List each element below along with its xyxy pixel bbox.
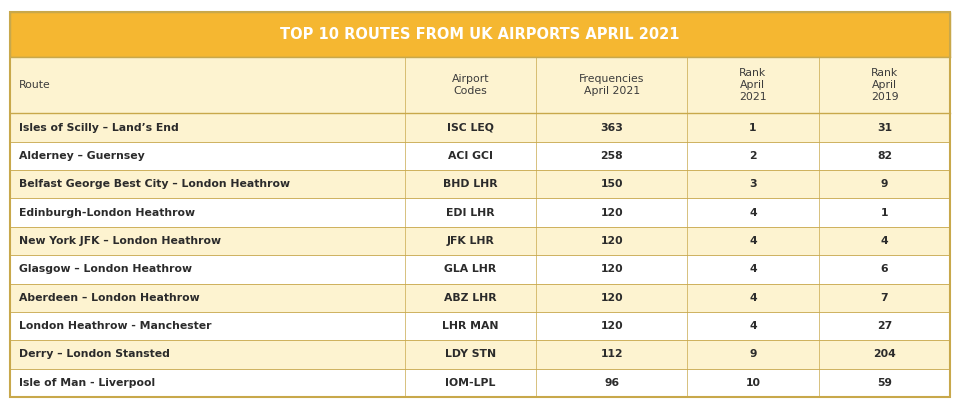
Text: IOM-LPL: IOM-LPL (445, 378, 495, 388)
Text: ACI GCI: ACI GCI (448, 151, 493, 161)
Text: 258: 258 (600, 151, 623, 161)
Text: 204: 204 (874, 350, 896, 359)
Text: TOP 10 ROUTES FROM UK AIRPORTS APRIL 2021: TOP 10 ROUTES FROM UK AIRPORTS APRIL 202… (280, 27, 680, 42)
Text: Alderney – Guernsey: Alderney – Guernsey (19, 151, 145, 161)
Text: GLA LHR: GLA LHR (444, 264, 496, 274)
Text: Isles of Scilly – Land’s End: Isles of Scilly – Land’s End (19, 123, 179, 132)
Text: 1: 1 (749, 123, 756, 132)
Text: 120: 120 (600, 293, 623, 303)
Text: Route: Route (19, 80, 51, 90)
Text: 1: 1 (880, 208, 888, 217)
Text: 120: 120 (600, 208, 623, 217)
Text: 31: 31 (877, 123, 892, 132)
Text: Airport
Codes: Airport Codes (452, 74, 490, 96)
Text: LHR MAN: LHR MAN (443, 321, 499, 331)
Text: 120: 120 (600, 321, 623, 331)
Text: 150: 150 (600, 179, 623, 189)
Text: 4: 4 (749, 293, 756, 303)
Text: New York JFK – London Heathrow: New York JFK – London Heathrow (19, 236, 221, 246)
Text: Glasgow – London Heathrow: Glasgow – London Heathrow (19, 264, 192, 274)
Text: Rank
April
2019: Rank April 2019 (871, 68, 899, 102)
Text: JFK LHR: JFK LHR (446, 236, 494, 246)
Text: 112: 112 (600, 350, 623, 359)
Text: 4: 4 (749, 264, 756, 274)
Text: 27: 27 (876, 321, 892, 331)
Text: Edinburgh-London Heathrow: Edinburgh-London Heathrow (19, 208, 195, 217)
Text: Frequencies
April 2021: Frequencies April 2021 (579, 74, 644, 96)
Text: 9: 9 (880, 179, 888, 189)
Text: 3: 3 (749, 179, 756, 189)
Text: 59: 59 (877, 378, 892, 388)
Text: 82: 82 (877, 151, 892, 161)
Text: Aberdeen – London Heathrow: Aberdeen – London Heathrow (19, 293, 200, 303)
Text: BHD LHR: BHD LHR (444, 179, 498, 189)
Text: 9: 9 (749, 350, 756, 359)
Text: 10: 10 (745, 378, 760, 388)
Text: Derry – London Stansted: Derry – London Stansted (19, 350, 170, 359)
Text: ABZ LHR: ABZ LHR (444, 293, 497, 303)
Text: 96: 96 (604, 378, 619, 388)
Text: 363: 363 (600, 123, 623, 132)
Text: Rank
April
2021: Rank April 2021 (739, 68, 767, 102)
Text: Belfast George Best City – London Heathrow: Belfast George Best City – London Heathr… (19, 179, 290, 189)
Text: 6: 6 (880, 264, 888, 274)
Text: Isle of Man - Liverpool: Isle of Man - Liverpool (19, 378, 156, 388)
Text: 120: 120 (600, 264, 623, 274)
Text: 120: 120 (600, 236, 623, 246)
Text: 4: 4 (749, 208, 756, 217)
Text: EDI LHR: EDI LHR (446, 208, 495, 217)
Text: 4: 4 (749, 321, 756, 331)
Text: 2: 2 (749, 151, 756, 161)
Text: 4: 4 (880, 236, 888, 246)
Text: LDY STN: LDY STN (445, 350, 496, 359)
Text: London Heathrow - Manchester: London Heathrow - Manchester (19, 321, 212, 331)
Text: 7: 7 (880, 293, 888, 303)
Text: 4: 4 (749, 236, 756, 246)
Text: ISC LEQ: ISC LEQ (447, 123, 494, 132)
